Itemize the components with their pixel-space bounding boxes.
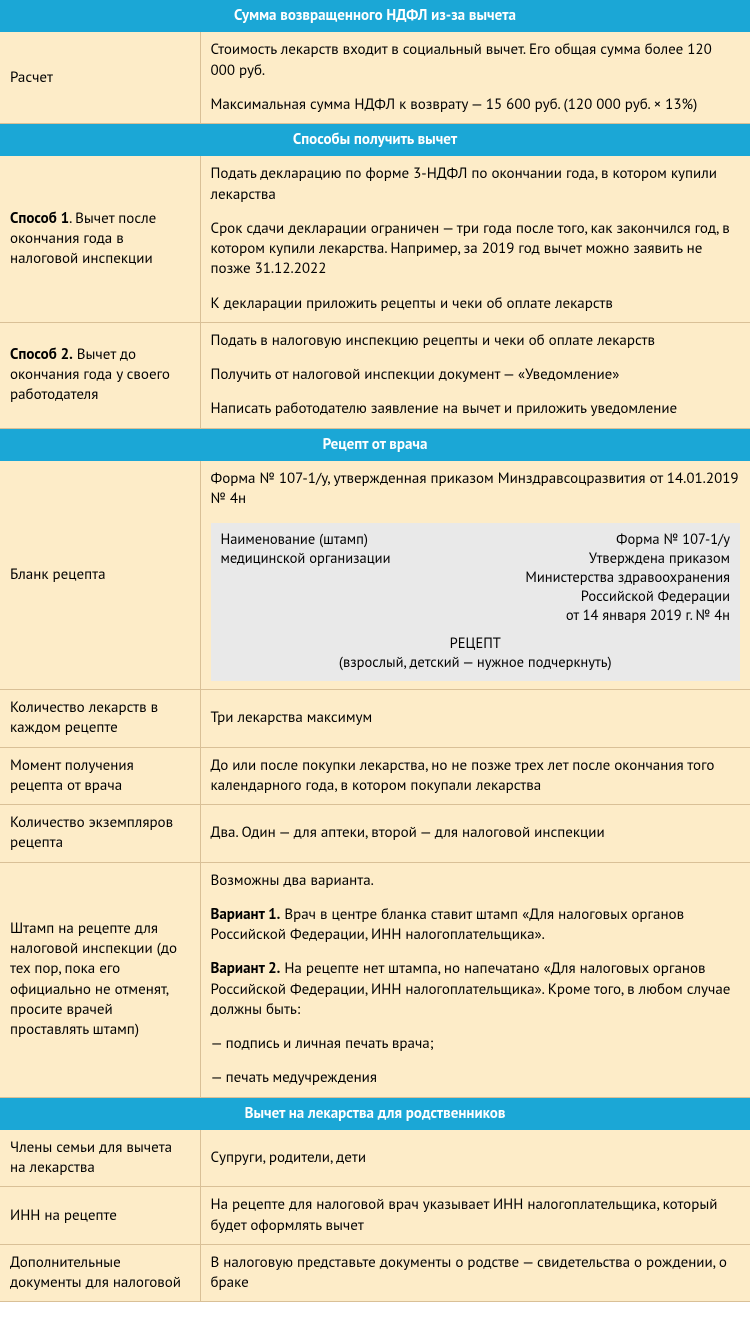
table-row: Количество лекарств в каждом рецепте Три … (0, 690, 750, 748)
section-header: Рецепт от врача (0, 428, 750, 461)
content-para: Максимальная сумма НДФЛ к возврату — 15 … (211, 95, 741, 115)
content-para: На рецепте для налоговой врач указывает … (211, 1195, 741, 1236)
row-label: Количество лекарств в каждом рецепте (0, 690, 200, 748)
row-content: Форма № 107-1/у, утвержденная приказом М… (200, 461, 750, 690)
table-row: Способ 1. Вычет после окончания года в н… (0, 156, 750, 322)
form-left-col: Наименование (штамп)медицинской организа… (221, 531, 391, 569)
row-label: Момент получения рецепта от врача (0, 747, 200, 805)
section-header-cell: Сумма возвращенного НДФЛ из-за вычета (0, 0, 750, 32)
content-para: В налоговую представьте документы о родс… (211, 1253, 741, 1294)
content-para: До или после покупки лекарства, но не по… (211, 756, 741, 797)
prescription-form-box: Наименование (штамп)медицинской организа… (211, 523, 741, 681)
table-row: Члены семьи для вычета на лекарства Супру… (0, 1130, 750, 1187)
content-para: Подать декларацию по форме 3-НДФЛ по око… (211, 164, 741, 205)
row-label: Бланк рецепта (0, 461, 200, 690)
form-right-col: Форма № 107-1/уУтверждена приказомМинист… (525, 531, 730, 625)
section-header-cell: Рецепт от врача (0, 428, 750, 461)
section-header: Способы получить вычет (0, 124, 750, 157)
form-blank-intro: Форма № 107-1/у, утвержденная приказом М… (211, 469, 741, 510)
row-content: Подать декларацию по форме 3-НДФЛ по око… (200, 156, 750, 322)
table-row: Штамп на рецепте для налоговой инспекции… (0, 862, 750, 1097)
section-header-cell: Вычет на лекарства для родственников (0, 1097, 750, 1130)
row-label: Способ 1. Вычет после окончания года в н… (0, 156, 200, 322)
form-bottom: РЕЦЕПТ(взрослый, детский — нужное подчер… (221, 635, 731, 673)
table-row: Бланк рецепта Форма № 107-1/у, утвержден… (0, 461, 750, 690)
row-content: Возможны два варианта.Вариант 1. Врач в … (200, 862, 750, 1097)
section-header: Сумма возвращенного НДФЛ из-за вычета (0, 0, 750, 32)
row-content: В налоговую представьте документы о родс… (200, 1244, 750, 1302)
table-row: Момент получения рецепта от врача До или … (0, 747, 750, 805)
content-para: Написать работодателю заявление на вычет… (211, 399, 741, 419)
content-para: Получить от налоговой инспекции документ… (211, 365, 741, 385)
row-label: Дополнительные документы для налоговой (0, 1244, 200, 1302)
tax-deduction-table: Сумма возвращенного НДФЛ из-за вычетаРас… (0, 0, 750, 1302)
content-para: Два. Один — для аптеки, второй — для нал… (211, 823, 741, 843)
content-para: Три лекарства максимум (211, 708, 741, 728)
row-content: Подать в налоговую инспекцию рецепты и ч… (200, 322, 750, 428)
section-header: Вычет на лекарства для родственников (0, 1097, 750, 1130)
row-label: Количество экземпляров рецепта (0, 805, 200, 863)
row-label: Способ 2. Вычет до окончания года у свое… (0, 322, 200, 428)
table-row: Дополнительные документы для налоговой В … (0, 1244, 750, 1302)
section-header-cell: Способы получить вычет (0, 124, 750, 157)
row-content: На рецепте для налоговой врач указывает … (200, 1187, 750, 1245)
row-content: Стоимость лекарств входит в социальный в… (200, 32, 750, 123)
row-content: Два. Один — для аптеки, второй — для нал… (200, 805, 750, 863)
row-label: Штамп на рецепте для налоговой инспекции… (0, 862, 200, 1097)
table-row: ИНН на рецепте На рецепте для налоговой в… (0, 1187, 750, 1245)
row-label: Члены семьи для вычета на лекарства (0, 1130, 200, 1187)
table-row: Количество экземпляров рецепта Два. Один … (0, 805, 750, 863)
content-para: Подать в налоговую инспекцию рецепты и ч… (211, 331, 741, 351)
content-para: Срок сдачи декларации ограничен — три го… (211, 219, 741, 280)
content-para: Стоимость лекарств входит в социальный в… (211, 40, 741, 81)
row-content: Супруги, родители, дети (200, 1130, 750, 1187)
table-row: Способ 2. Вычет до окончания года у свое… (0, 322, 750, 428)
row-content: До или после покупки лекарства, но не по… (200, 747, 750, 805)
content-para: Супруги, родители, дети (211, 1148, 741, 1168)
row-label: Расчет (0, 32, 200, 123)
table-row: Расчет Стоимость лекарств входит в социал… (0, 32, 750, 123)
content-para: К декларации приложить рецепты и чеки об… (211, 294, 741, 314)
row-content: Три лекарства максимум (200, 690, 750, 748)
row-label: ИНН на рецепте (0, 1187, 200, 1245)
